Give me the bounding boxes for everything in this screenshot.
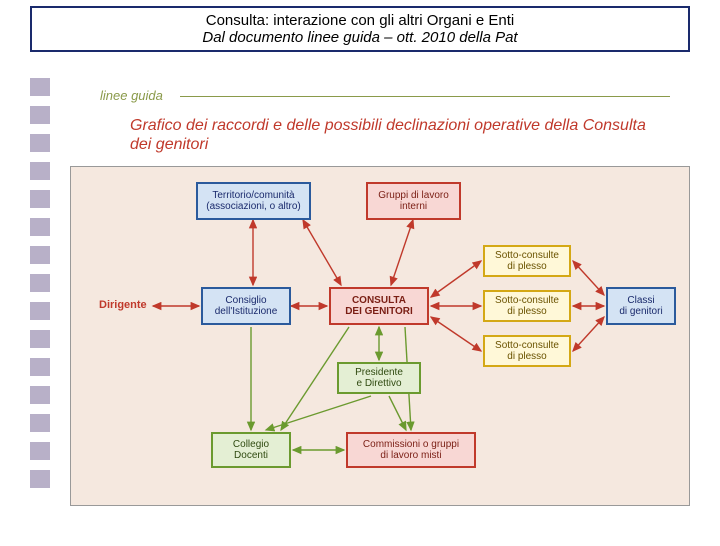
diagram-title: Grafico dei raccordi e delle possibili d… [130,116,650,154]
sidebar-notches [30,78,50,508]
linee-guida-rule [180,96,670,97]
header-line1: Consulta: interazione con gli altri Orga… [42,12,678,29]
node-commissioni: Commissioni o gruppidi lavoro misti [346,432,476,468]
linee-guida-label: linee guida [100,88,163,103]
node-consiglio: Consigliodell'Istituzione [201,287,291,325]
diagram-area: Territorio/comunità(associazioni, o altr… [70,166,690,506]
node-sc3: Sotto-consultedi plesso [483,335,571,367]
node-presidente: Presidentee Direttivo [337,362,421,394]
node-consulta: CONSULTADEI GENITORI [329,287,429,325]
node-collegio: CollegioDocenti [211,432,291,468]
node-classi: Classidi genitori [606,287,676,325]
node-sc1: Sotto-consultedi plesso [483,245,571,277]
node-gruppi: Gruppi di lavorointerni [366,182,461,220]
node-sc2: Sotto-consultedi plesso [483,290,571,322]
header-box: Consulta: interazione con gli altri Orga… [30,6,690,52]
node-territorio: Territorio/comunità(associazioni, o altr… [196,182,311,220]
header-line2: Dal documento linee guida – ott. 2010 de… [42,29,678,46]
label-dirigente: Dirigente [99,299,147,311]
